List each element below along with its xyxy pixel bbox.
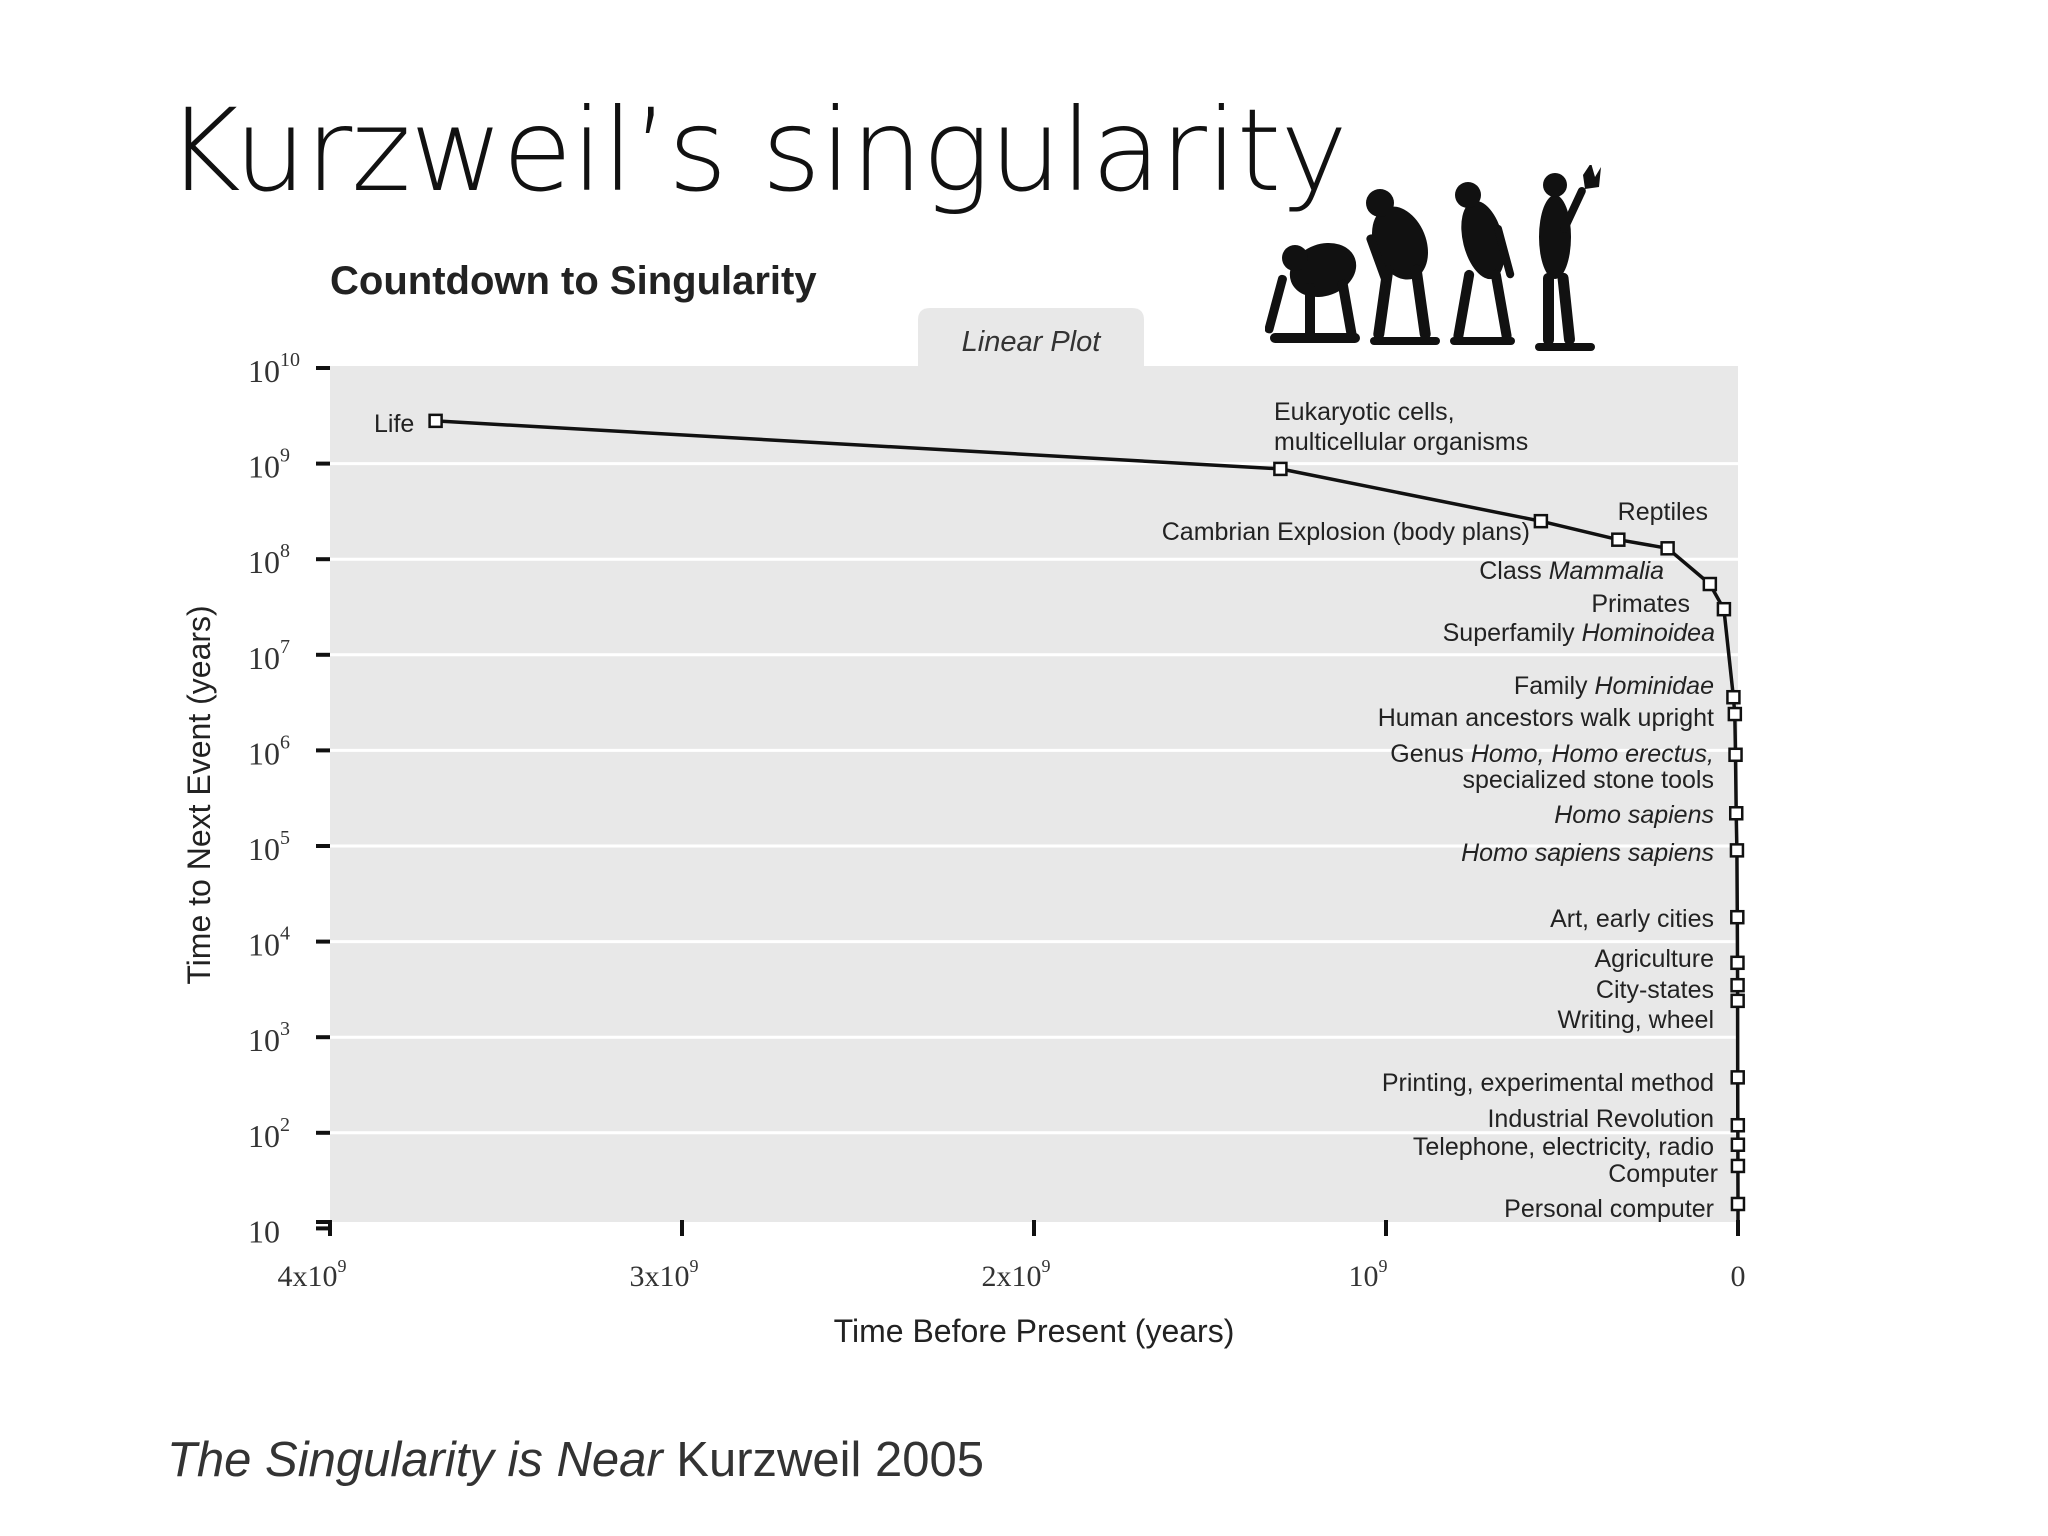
data-point [1730, 1196, 1746, 1212]
axis-corner [316, 1220, 332, 1236]
event-label: Homo sapiens [1554, 801, 1714, 829]
x-axis-title: Time Before Present (years) [834, 1313, 1235, 1349]
y-tick-label: 1010 [248, 349, 300, 389]
data-point [1728, 747, 1743, 763]
event-label-part: Superfamily [1443, 619, 1582, 647]
x-tick-label: 2x109 [982, 1256, 1051, 1293]
y-tick-exponent: 6 [280, 731, 290, 753]
y-tick-exponent: 2 [280, 1114, 290, 1136]
event-label: multicellular organisms [1274, 428, 1528, 456]
data-point [1727, 706, 1743, 722]
y-axis-title: Time to Next Event (years) [181, 605, 217, 984]
event-label-italic: Mammalia [1549, 557, 1664, 585]
caption-author-year: Kurzweil 2005 [662, 1433, 985, 1487]
event-label-italic: Homo sapiens [1554, 801, 1714, 829]
y-tick-exponent: 10 [280, 349, 300, 371]
data-point [1726, 689, 1741, 705]
event-label-part: Genus [1390, 740, 1471, 768]
chart-title: Countdown to Singularity [330, 259, 817, 303]
event-label: Industrial Revolution [1487, 1105, 1714, 1133]
data-point [1730, 1117, 1746, 1133]
data-point [1533, 513, 1549, 529]
data-point [428, 413, 443, 429]
data-point [1728, 806, 1744, 821]
data-point [1611, 532, 1626, 547]
y-tick-label: 108 [248, 540, 290, 580]
data-point [1716, 601, 1732, 617]
y-tick-label: 104 [248, 923, 290, 963]
y-tick-label: 103 [248, 1018, 290, 1058]
event-label-part: Family [1514, 672, 1595, 700]
y-tick-exponent: 4 [280, 923, 290, 945]
event-label-italic: Hominidae [1594, 672, 1714, 700]
x-tick-label: 4x109 [278, 1256, 347, 1293]
event-label: Family Hominidae [1514, 672, 1714, 700]
x-tick-exponent: 9 [1042, 1256, 1051, 1276]
event-label: Genus Homo, Homo erectus, [1390, 740, 1714, 768]
event-label-part: Class [1479, 557, 1548, 585]
data-point [1702, 576, 1718, 592]
y-tick-label: 10 [248, 1213, 280, 1249]
event-label: Agriculture [1595, 945, 1715, 973]
y-tick-label: 107 [248, 636, 290, 676]
data-point [1730, 909, 1745, 925]
x-tick-label: 109 [1349, 1256, 1388, 1293]
y-tick-exponent: 5 [280, 827, 290, 849]
citation-caption: The Singularity is Near Kurzweil 2005 [167, 1432, 984, 1488]
x-tick-exponent: 9 [338, 1256, 347, 1276]
caption-book-title: The Singularity is Near [167, 1433, 663, 1487]
x-tick-label: 0 [1731, 1260, 1746, 1293]
data-point [1660, 541, 1675, 556]
tab-label: Linear Plot [962, 326, 1103, 358]
event-label-italic: Hominoidea [1582, 619, 1716, 647]
data-point [1730, 1137, 1746, 1152]
data-point [1273, 461, 1288, 477]
event-label: Art, early cities [1550, 905, 1714, 933]
event-label: Cambrian Explosion (body plans) [1162, 518, 1530, 546]
event-label-italic: Homo sapiens sapiens [1461, 839, 1714, 867]
event-label: Computer [1608, 1160, 1718, 1188]
y-tick-exponent: 7 [280, 636, 290, 658]
event-label: Printing, experimental method [1382, 1069, 1714, 1097]
linear-plot-tab [918, 308, 1144, 366]
y-tick-exponent: 9 [280, 445, 290, 467]
event-label: Human ancestors walk upright [1378, 704, 1714, 732]
data-point [1730, 977, 1745, 993]
y-tick-label: 102 [248, 1114, 290, 1154]
event-label: Eukaryotic cells, [1274, 398, 1455, 426]
data-point [1730, 955, 1745, 971]
event-label: Life [374, 410, 414, 438]
y-tick-label: 105 [248, 827, 290, 867]
event-label: Writing, wheel [1557, 1006, 1714, 1034]
event-label: City-states [1596, 976, 1714, 1004]
x-tick-label: 3x109 [630, 1256, 699, 1293]
event-label: Reptiles [1618, 498, 1708, 526]
event-label: Superfamily Hominoidea [1443, 619, 1715, 647]
event-label: Telephone, electricity, radio [1413, 1133, 1714, 1161]
data-point [1729, 843, 1745, 858]
event-label: Class Mammalia [1479, 557, 1664, 585]
y-tick-exponent: 8 [280, 540, 290, 562]
human-evolution-silhouettes-icon [1265, 165, 1601, 351]
event-label: Primates [1591, 590, 1690, 618]
plot-area [330, 366, 1738, 1222]
y-tick-label: 106 [248, 731, 290, 771]
x-tick-exponent: 9 [1379, 1256, 1388, 1276]
event-label: Personal computer [1504, 1195, 1714, 1223]
data-point [1730, 1158, 1746, 1174]
event-label-italic: Homo, Homo erectus, [1471, 740, 1714, 768]
y-tick-label: 109 [248, 445, 290, 485]
slide-title: Kurzweil’s singularity [166, 84, 1348, 217]
event-label: Homo sapiens sapiens [1461, 839, 1714, 867]
series-line [435, 419, 1740, 1222]
data-point [1730, 1070, 1745, 1085]
data-point [1730, 993, 1745, 1009]
y-tick-exponent: 3 [280, 1018, 290, 1040]
x-tick-exponent: 9 [690, 1256, 699, 1276]
event-label: specialized stone tools [1462, 766, 1714, 794]
